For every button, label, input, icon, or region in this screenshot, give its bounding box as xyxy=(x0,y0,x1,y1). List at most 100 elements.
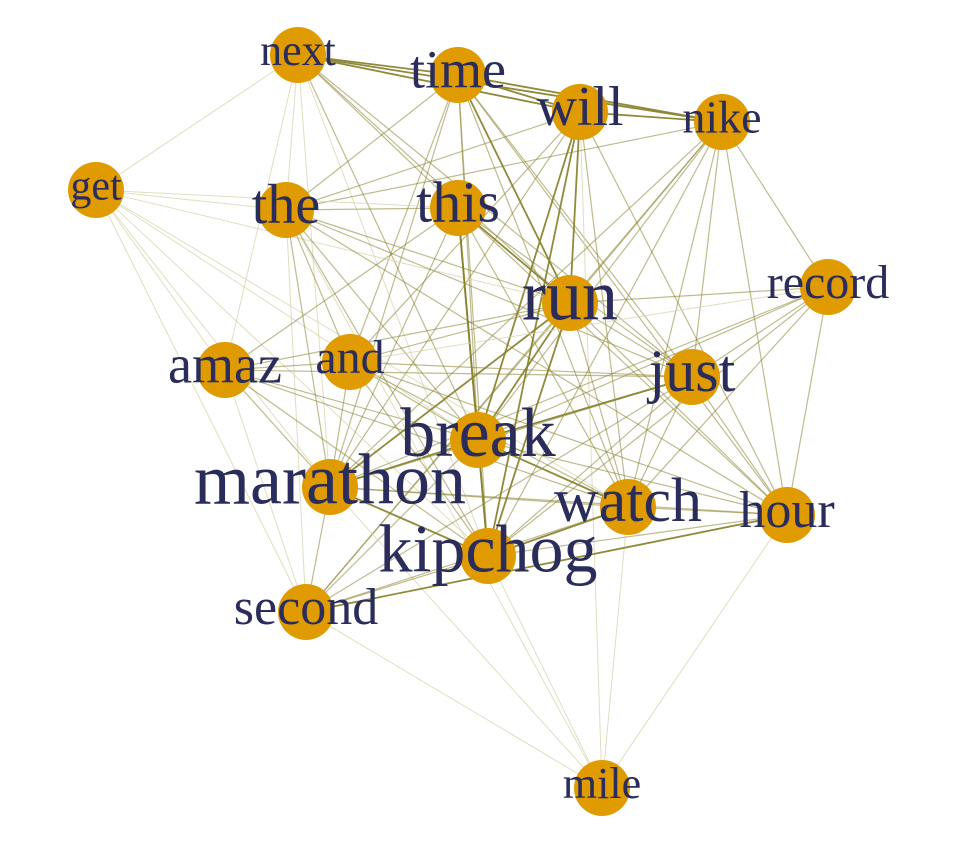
edge-run-record xyxy=(569,286,829,304)
edge-the-this xyxy=(285,207,459,211)
edge-just-kipchog xyxy=(487,376,693,557)
edge-nike-just xyxy=(691,121,723,378)
edge-layer xyxy=(95,54,829,789)
edge-second-mile xyxy=(305,611,603,789)
edge-the-kipchog xyxy=(285,209,489,557)
label-will: will xyxy=(536,76,623,138)
node-will xyxy=(552,84,608,140)
edge-amaz-just xyxy=(224,369,693,378)
label-nike: nike xyxy=(682,92,761,143)
edge-time-run xyxy=(457,74,571,304)
edge-will-mile xyxy=(579,111,603,789)
edge-time-the xyxy=(285,74,459,211)
label-just: just xyxy=(647,338,736,404)
label-mile: mile xyxy=(563,759,641,808)
node-this xyxy=(430,180,486,236)
edge-run-and xyxy=(349,302,571,363)
edge-time-just xyxy=(457,74,693,378)
edge-run-kipchog xyxy=(487,302,571,557)
edge-next-nike xyxy=(297,54,723,123)
edge-will-the xyxy=(285,111,581,211)
node-the xyxy=(258,182,314,238)
edge-the-run xyxy=(285,209,571,304)
node-and xyxy=(322,334,378,390)
node-next xyxy=(270,27,326,83)
edge-hour-kipchog xyxy=(487,514,788,557)
label-amaz: amaz xyxy=(168,334,282,394)
label-and: and xyxy=(315,331,384,384)
label-the: the xyxy=(252,174,320,236)
edge-record-and xyxy=(349,286,829,363)
node-run xyxy=(542,275,598,331)
edge-time-and xyxy=(349,74,459,363)
edge-will-marathon xyxy=(329,111,581,488)
edge-amaz-break xyxy=(224,369,479,441)
edge-get-run xyxy=(95,189,571,304)
label-watch: watch xyxy=(554,467,702,535)
label-hour: hour xyxy=(739,482,834,539)
edge-nike-watch xyxy=(627,121,723,508)
label-break: break xyxy=(400,395,555,472)
edge-get-break xyxy=(95,189,479,441)
edge-kipchog-mile xyxy=(487,555,603,789)
node-time xyxy=(430,47,486,103)
edge-will-kipchog xyxy=(487,111,581,557)
edge-amaz-watch xyxy=(224,369,629,508)
edge-the-break xyxy=(285,209,479,441)
edge-break-hour xyxy=(477,439,788,516)
edge-amaz-kipchog xyxy=(224,369,489,557)
node-nike xyxy=(694,94,750,150)
node-get xyxy=(68,162,124,218)
edge-the-hour xyxy=(285,209,788,516)
node-layer xyxy=(68,27,856,816)
edge-watch-mile xyxy=(601,506,629,789)
edge-time-hour xyxy=(457,74,788,516)
label-next: next xyxy=(260,26,336,75)
edge-next-kipchog xyxy=(297,54,489,557)
edge-run-hour xyxy=(569,302,788,516)
edge-nike-break xyxy=(477,121,723,441)
edge-this-hour xyxy=(457,207,788,516)
edge-next-get xyxy=(95,54,299,191)
edge-run-second xyxy=(305,302,571,613)
edge-get-amaz xyxy=(95,189,226,371)
edge-this-watch xyxy=(457,207,629,508)
edge-nike-kipchog xyxy=(487,121,723,557)
edge-will-watch xyxy=(579,111,629,508)
edge-break-second xyxy=(305,439,479,613)
edge-this-amaz xyxy=(224,207,459,371)
edge-run-amaz xyxy=(224,302,571,371)
label-kipchog: kipchog xyxy=(378,511,597,587)
edge-and-just xyxy=(349,361,693,378)
edge-just-second xyxy=(305,376,693,613)
edge-marathon-mile xyxy=(329,486,603,789)
label-this: this xyxy=(416,169,500,234)
label-second: second xyxy=(234,579,378,636)
edge-next-marathon xyxy=(297,54,331,488)
edge-record-break xyxy=(477,286,829,441)
label-record: record xyxy=(767,256,890,309)
edge-get-marathon xyxy=(95,189,331,488)
edge-amaz-second xyxy=(224,369,307,613)
node-marathon xyxy=(302,459,358,515)
label-run: run xyxy=(522,256,618,336)
edge-hour-mile xyxy=(601,514,788,789)
edge-record-kipchog xyxy=(487,286,829,557)
edge-next-just xyxy=(297,54,693,378)
label-marathon: marathon xyxy=(194,440,466,520)
edge-will-break xyxy=(477,111,581,441)
node-just xyxy=(664,349,720,405)
edge-next-break xyxy=(297,54,479,441)
node-kipchog xyxy=(460,528,516,584)
edge-and-hour xyxy=(349,361,788,516)
edge-kipchog-second xyxy=(305,555,489,613)
edge-record-watch xyxy=(627,286,829,508)
label-time: time xyxy=(410,39,506,99)
edge-nike-the xyxy=(285,121,723,211)
edge-hour-second xyxy=(305,514,788,613)
edge-this-marathon xyxy=(329,207,459,488)
edge-nike-record xyxy=(721,121,829,288)
edge-the-marathon xyxy=(285,209,331,488)
